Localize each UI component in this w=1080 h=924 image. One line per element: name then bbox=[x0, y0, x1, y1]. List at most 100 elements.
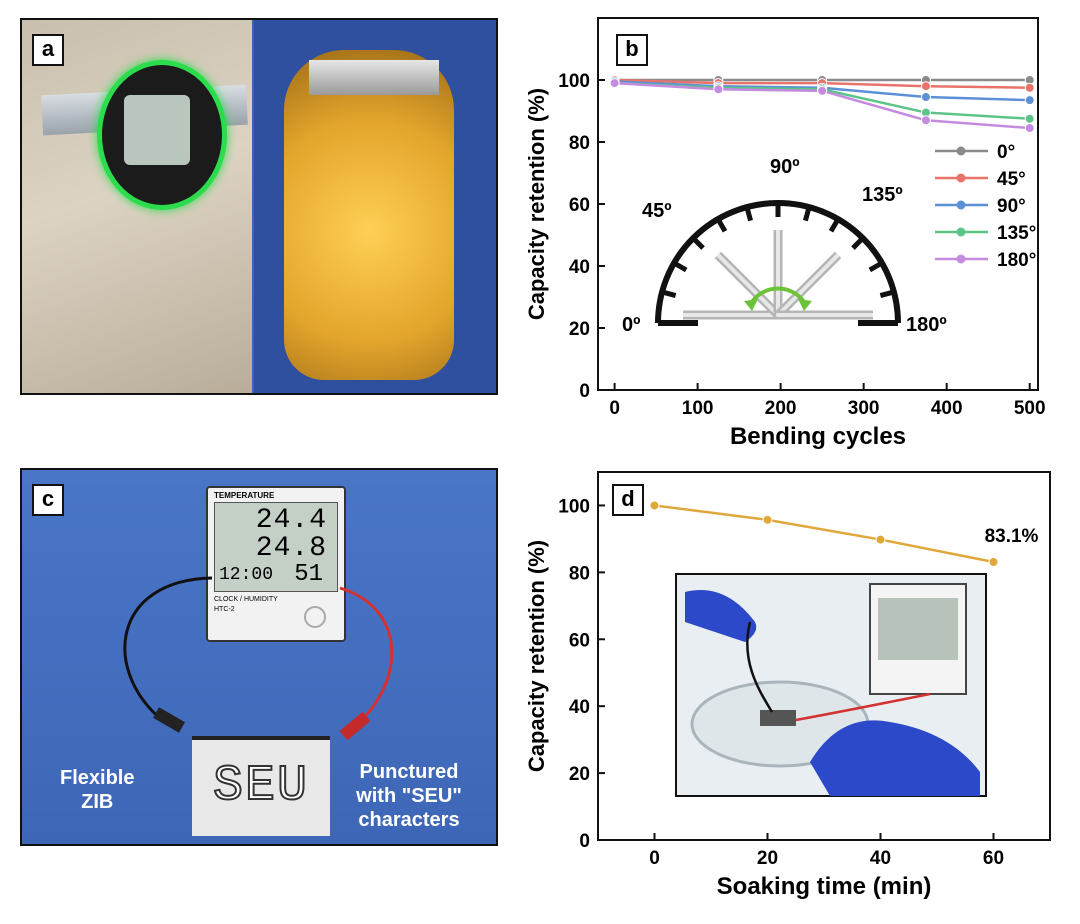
protractor-angle-label: 180º bbox=[906, 314, 947, 336]
thermo-humidity: 51 bbox=[294, 561, 323, 588]
chart-d-data-point bbox=[875, 534, 886, 545]
panel-label-a: a bbox=[32, 34, 64, 66]
soaked-battery bbox=[760, 710, 796, 726]
panel-a-photo: a bbox=[20, 18, 498, 395]
chart-d-y-tick-label: 100 bbox=[558, 496, 590, 517]
thermo-hygrometer: TEMPERATURE 24.4 24.8 12:00 51 CLOCK / H… bbox=[206, 486, 346, 642]
chart-b-legend-label: 45° bbox=[997, 169, 1026, 190]
right-caption-line-1: Punctured bbox=[359, 761, 459, 783]
chart-b-x-tick-label: 200 bbox=[765, 398, 797, 419]
chart-b-x-tick-label: 500 bbox=[1014, 398, 1046, 419]
thermo-button-icon bbox=[304, 606, 326, 628]
right-caption-line-3: characters bbox=[358, 809, 460, 831]
protractor-inset: 0º 45º 90º 135º 180º bbox=[622, 156, 947, 336]
chart-d-y-tick-label: 40 bbox=[569, 697, 590, 718]
chart-d-data-point bbox=[649, 500, 660, 511]
chart-d: 0 20 40 60 0 20 40 60 80 100 Soaking time (min) Cap… bbox=[524, 471, 1051, 900]
chart-b-x-tick-label: 400 bbox=[931, 398, 963, 419]
inset-thermometer-screen bbox=[878, 598, 958, 660]
chart-d-y-tick-label: 80 bbox=[569, 563, 590, 584]
chart-b-legend-label: 135° bbox=[997, 223, 1036, 244]
chart-b-legend-marker bbox=[956, 200, 966, 210]
left-caption: Flexible ZIB bbox=[60, 766, 134, 814]
thermo-bottom-label: CLOCK / HUMIDITY bbox=[214, 596, 278, 603]
watch-icon bbox=[97, 60, 227, 210]
chart-d-x-axis-label: Soaking time (min) bbox=[717, 873, 932, 900]
chart-d-x-tick-label: 20 bbox=[757, 848, 778, 869]
chart-d-y-tick-label: 60 bbox=[569, 630, 590, 651]
protractor-tick bbox=[803, 206, 812, 222]
chart-b-legend-marker bbox=[956, 146, 966, 156]
battery-text: SEU bbox=[212, 757, 309, 816]
chart-b-x-tick-label: 300 bbox=[848, 398, 880, 419]
chart-d-annotation: 83.1% bbox=[985, 526, 1039, 547]
battery-card: SEU bbox=[192, 736, 330, 836]
chart-d-x-tick-label: 60 bbox=[983, 848, 1004, 869]
protractor-angle-label: 45º bbox=[642, 200, 672, 222]
protractor-tick bbox=[851, 236, 865, 250]
protractor-tick bbox=[744, 206, 753, 222]
rotation-arrow-icon bbox=[748, 286, 808, 307]
left-caption-line-1: Flexible bbox=[60, 767, 135, 789]
protractor-tick bbox=[691, 236, 705, 250]
chart-b-data-point bbox=[1024, 82, 1035, 93]
glove-right-icon bbox=[810, 720, 980, 796]
watch-photo bbox=[22, 20, 252, 393]
chart-b-y-tick-label: 20 bbox=[569, 319, 590, 340]
thermo-screen: 24.4 24.8 12:00 51 bbox=[214, 502, 338, 592]
chart-d-frame bbox=[597, 471, 1051, 841]
soaking-inset-photo bbox=[675, 573, 987, 797]
hand-glow bbox=[284, 50, 454, 380]
chart-b-legend-marker bbox=[956, 227, 966, 237]
chart-d-data-point bbox=[762, 514, 773, 525]
chart-b-y-tick-label: 60 bbox=[569, 195, 590, 216]
chart-d-x-tick-label: 40 bbox=[870, 848, 891, 869]
chart-d-y-tick-label: 0 bbox=[579, 831, 590, 852]
protractor-angle-label: 90º bbox=[770, 156, 800, 178]
inset-red-wire bbox=[795, 692, 931, 722]
steel-strip bbox=[309, 60, 439, 95]
panel-c-photo: TEMPERATURE 24.4 24.8 12:00 51 CLOCK / H… bbox=[20, 468, 498, 846]
chart-d-x-tick-label: 0 bbox=[649, 848, 660, 869]
protractor-tick bbox=[715, 217, 728, 233]
chart-b-data-point bbox=[1024, 95, 1035, 106]
chart-b-x-tick-label: 100 bbox=[682, 398, 714, 419]
chart-d-y-tick-label: 20 bbox=[569, 764, 590, 785]
panel-label-d: d bbox=[612, 484, 644, 516]
protractor-angle-label: 135º bbox=[862, 184, 903, 206]
chart-b-data-point bbox=[920, 115, 931, 126]
arrow-head-left-icon bbox=[744, 299, 758, 311]
chart-d-series-line-0 bbox=[654, 504, 994, 564]
right-caption: Punctured with "SEU" characters bbox=[344, 760, 474, 832]
chart-b-x-axis-label: Bending cycles bbox=[730, 423, 906, 450]
left-caption-line-2: ZIB bbox=[81, 791, 114, 813]
chart-b-legend-marker bbox=[956, 173, 966, 183]
chart-b-y-axis-label: Capacity retention (%) bbox=[524, 88, 549, 320]
protractor-angle-label: 0º bbox=[622, 314, 640, 336]
protractor-tick bbox=[672, 260, 688, 273]
right-caption-line-2: with "SEU" bbox=[356, 785, 462, 807]
glove-left-icon bbox=[685, 590, 757, 642]
thermo-temp1: 24.4 bbox=[255, 505, 327, 536]
led-hand-photo bbox=[254, 20, 496, 393]
battery-strip-highlight bbox=[776, 253, 840, 317]
arrow-head-right-icon bbox=[798, 299, 812, 311]
chart-b-data-point bbox=[1024, 113, 1035, 124]
chart-b-y-tick-label: 100 bbox=[558, 71, 590, 92]
chart-b-data-point bbox=[609, 78, 620, 89]
chart-b-legend-label: 0° bbox=[997, 142, 1015, 163]
protractor-tick bbox=[661, 289, 677, 298]
chart-b-x-tick-label: 0 bbox=[609, 398, 620, 419]
chart-b-y-tick-label: 40 bbox=[569, 257, 590, 278]
panel-label-b: b bbox=[616, 34, 648, 66]
chart-b-data-point bbox=[920, 92, 931, 103]
chart-b-y-tick-label: 0 bbox=[579, 381, 590, 402]
inset-black-wire bbox=[746, 621, 774, 713]
chart-b-data-point bbox=[713, 84, 724, 95]
chart-b-y-tick-label: 80 bbox=[569, 133, 590, 154]
battery-strip-highlight bbox=[716, 253, 780, 317]
thermo-temp2: 24.8 bbox=[255, 533, 327, 564]
chart-b-data-point bbox=[817, 85, 828, 96]
chart-b-data-point bbox=[920, 81, 931, 92]
protractor-tick bbox=[879, 289, 895, 298]
